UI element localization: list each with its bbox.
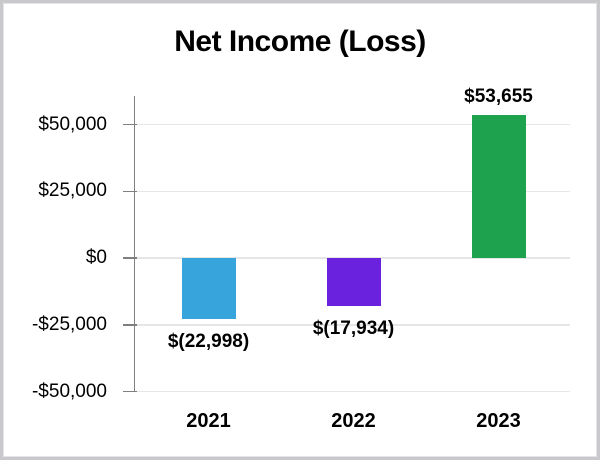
y-gridline xyxy=(135,390,570,393)
y-axis-tick xyxy=(123,123,137,126)
y-axis-tick xyxy=(123,190,137,192)
y-axis-tick xyxy=(123,390,137,393)
data-label-2022: $(17,934) xyxy=(312,317,395,339)
data-label-2021: $(22,998) xyxy=(167,331,250,353)
y-axis-line xyxy=(133,96,135,393)
y-gridline xyxy=(135,190,570,192)
y-axis-tick-label: $50,000 xyxy=(38,113,107,135)
chart-title: Net Income (Loss) xyxy=(174,25,426,58)
y-axis-tick-label: $25,000 xyxy=(38,180,107,202)
y-axis-tick-label: -$50,000 xyxy=(31,380,107,402)
y-axis-tick xyxy=(123,324,137,326)
x-axis-label-2022: 2022 xyxy=(331,410,376,432)
bar-2023 xyxy=(471,114,526,258)
y-gridline xyxy=(135,123,570,126)
y-gridline xyxy=(135,324,570,326)
bar-2021 xyxy=(181,258,236,320)
data-label-2023: $53,655 xyxy=(464,85,533,107)
x-axis-label-2023: 2023 xyxy=(476,410,521,432)
y-axis-tick-label: $0 xyxy=(85,247,107,268)
y-axis-tick xyxy=(123,257,137,259)
x-axis-label-2021: 2021 xyxy=(186,410,231,432)
y-axis-tick-label: -$25,000 xyxy=(31,313,107,335)
bar-2022 xyxy=(326,258,381,306)
